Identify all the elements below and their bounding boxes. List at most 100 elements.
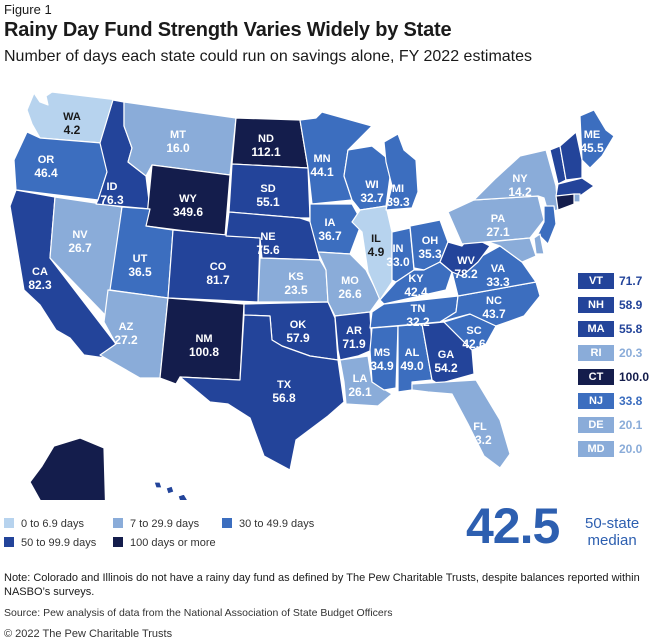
- note-text: Note: Colorado and Illinois do not have …: [4, 572, 640, 598]
- legend-swatch: [113, 537, 123, 547]
- small-state-row-DE: DE 20.1: [575, 417, 645, 433]
- state-HI: [177, 493, 189, 500]
- state-label-ID: ID: [107, 181, 118, 193]
- state-NJ: [537, 205, 557, 245]
- state-NH: [559, 131, 583, 181]
- state-value-TX: 56.8: [272, 391, 296, 405]
- legend-item: 50 to 99.9 days: [4, 537, 96, 549]
- state-NC: [439, 281, 541, 327]
- legend-item: 7 to 29.9 days: [113, 518, 199, 530]
- small-state-row-MA: MA 55.8: [575, 321, 645, 337]
- legend-item: 0 to 6.9 days: [4, 518, 84, 530]
- legend-item: 30 to 49.9 days: [222, 518, 314, 530]
- state-value-OR: 46.4: [34, 166, 58, 180]
- state-FL: [411, 379, 511, 469]
- legend-swatch: [4, 518, 14, 528]
- state-MA: [555, 177, 595, 197]
- state-label-MI: MI: [392, 183, 404, 195]
- state-value-NC: 43.7: [482, 307, 506, 321]
- state-value-TN: 32.2: [406, 315, 430, 329]
- small-state-abbr-DE: DE: [578, 417, 614, 433]
- state-label-GA: GA: [438, 349, 455, 361]
- state-DE: [533, 233, 545, 255]
- state-label-MS: MS: [374, 347, 391, 359]
- state-value-ME: 45.5: [580, 141, 604, 155]
- state-label-KS: KS: [288, 271, 303, 283]
- state-label-IA: IA: [325, 217, 336, 229]
- small-state-value-CT: 100.0: [619, 370, 650, 384]
- small-state-value-RI: 20.3: [619, 346, 643, 360]
- state-label-IL: IL: [371, 233, 381, 245]
- state-label-MN: MN: [313, 153, 330, 165]
- state-label-UT: UT: [133, 253, 148, 265]
- state-value-MT: 16.0: [166, 141, 190, 155]
- state-value-VA: 33.3: [486, 275, 510, 289]
- state-WV: [439, 235, 491, 277]
- median-label-line2: median: [587, 532, 637, 549]
- state-LA: [339, 355, 393, 407]
- state-label-TN: TN: [411, 303, 426, 315]
- map-subtitle: Number of days each state could run on s…: [4, 48, 533, 65]
- state-label-TX: TX: [277, 379, 292, 391]
- state-value-NV: 26.7: [68, 241, 92, 255]
- state-value-AZ: 27.2: [114, 333, 138, 347]
- small-state-abbr-NJ: NJ: [578, 393, 614, 409]
- state-value-GA: 54.2: [434, 361, 458, 375]
- state-label-OR: OR: [38, 154, 55, 166]
- state-label-WA: WA: [63, 111, 81, 123]
- state-HI-islands-2: [165, 485, 175, 495]
- copyright-text: © 2022 The Pew Charitable Trusts: [4, 628, 173, 640]
- state-TX: [179, 314, 345, 471]
- small-state-value-VT: 71.7: [619, 274, 643, 288]
- state-MI: [383, 133, 419, 211]
- state-value-WV: 78.2: [454, 267, 478, 281]
- legend-label: 50 to 99.9 days: [21, 537, 97, 549]
- state-label-NE: NE: [260, 231, 275, 243]
- state-label-CA: CA: [32, 266, 48, 278]
- state-value-OK: 57.9: [286, 331, 310, 345]
- small-state-row-VT: VT 71.7: [575, 273, 645, 289]
- state-value-IL: 4.9: [368, 245, 385, 259]
- state-label-NY: NY: [512, 173, 528, 185]
- state-label-AZ: AZ: [119, 321, 134, 333]
- state-value-IN: 33.0: [386, 255, 410, 269]
- state-SD: [228, 163, 311, 219]
- state-label-NC: NC: [486, 295, 502, 307]
- small-state-row-NH: NH 58.9: [575, 297, 645, 313]
- state-value-UT: 36.5: [128, 265, 152, 279]
- state-value-KY: 42.4: [404, 285, 428, 299]
- small-state-row-RI: RI 20.3: [575, 345, 645, 361]
- legend-swatch: [4, 537, 14, 547]
- state-label-IN: IN: [393, 243, 404, 255]
- state-value-CA: 82.3: [28, 278, 52, 292]
- state-label-SD: SD: [260, 183, 275, 195]
- small-state-row-CT: CT 100.0: [575, 369, 649, 385]
- state-CA: [9, 189, 117, 359]
- small-state-value-DE: 20.1: [619, 418, 643, 432]
- state-value-CO: 81.7: [206, 273, 230, 287]
- state-label-ND: ND: [258, 133, 274, 145]
- state-label-LA: LA: [353, 373, 368, 385]
- state-label-WY: WY: [179, 193, 197, 205]
- state-value-WY: 349.6: [173, 205, 203, 219]
- state-RI: [573, 193, 581, 203]
- state-label-SC: SC: [466, 325, 481, 337]
- legend-item: 100 days or more: [113, 537, 216, 549]
- state-value-SD: 55.1: [256, 195, 280, 209]
- state-value-AL: 49.0: [400, 359, 424, 373]
- small-state-value-NJ: 33.8: [619, 394, 643, 408]
- state-AR: [334, 311, 373, 361]
- state-value-NE: 75.6: [256, 243, 280, 257]
- figure-label: Figure 1: [4, 2, 52, 17]
- state-ME: [579, 109, 615, 169]
- state-label-KY: KY: [408, 273, 424, 285]
- state-value-MS: 34.9: [370, 359, 394, 373]
- state-label-NM: NM: [195, 333, 212, 345]
- median-value: 42.5: [466, 498, 560, 554]
- small-state-row-NJ: NJ 33.8: [575, 393, 645, 409]
- small-state-abbr-VT: VT: [578, 273, 614, 289]
- state-value-WA: 4.2: [64, 123, 81, 137]
- state-label-OH: OH: [422, 235, 439, 247]
- state-value-MI: 39.3: [386, 195, 410, 209]
